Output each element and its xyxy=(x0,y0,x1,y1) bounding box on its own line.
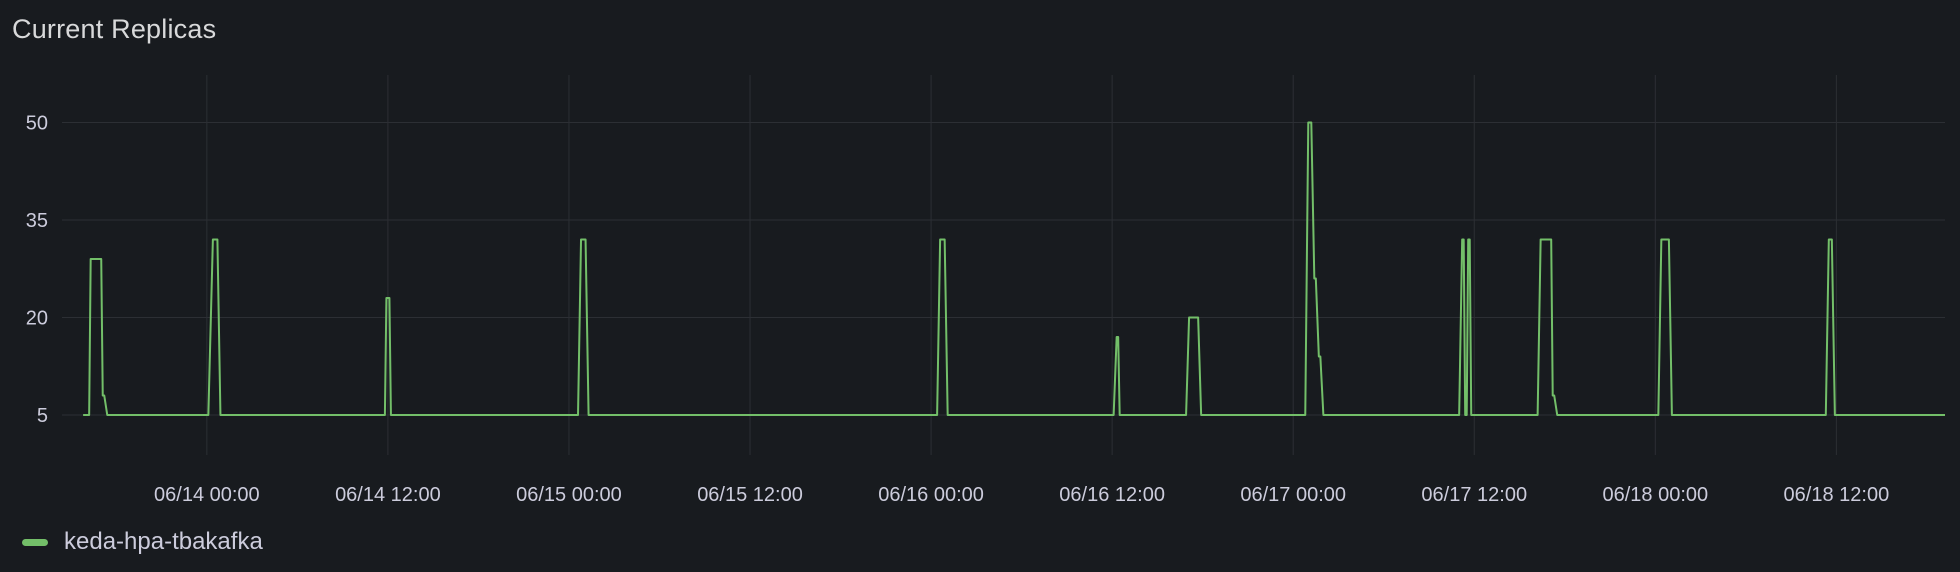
x-tick-label: 06/15 00:00 xyxy=(516,484,622,506)
legend-color-swatch xyxy=(22,538,48,546)
grid xyxy=(62,75,1945,455)
legend-label: keda-hpa-tbakafka xyxy=(64,528,263,555)
y-tick-label: 50 xyxy=(26,113,48,135)
x-tick-label: 06/16 12:00 xyxy=(1059,484,1165,506)
x-tick-label: 06/18 00:00 xyxy=(1602,484,1708,506)
x-tick-label: 06/15 12:00 xyxy=(697,484,803,506)
replicas-line-chart: 5 20 35 50 06/14 00:00 06/14 12:00 06/15 00:0… xyxy=(26,75,1945,506)
series-layer xyxy=(83,121,1945,416)
x-axis: 06/14 00:00 06/14 12:00 06/15 00:00 06/15 1… xyxy=(154,484,1889,506)
legend-item-keda-hpa-tbakafka[interactable]: keda-hpa-tbakafka xyxy=(22,528,263,556)
x-tick-label: 06/17 12:00 xyxy=(1421,484,1527,506)
y-tick-label: 5 xyxy=(37,405,48,427)
panel-title: Current Replicas xyxy=(12,14,217,44)
x-tick-label: 06/16 00:00 xyxy=(878,484,984,506)
y-axis: 5 20 35 50 xyxy=(26,113,48,428)
y-tick-label: 20 xyxy=(26,308,48,330)
x-tick-label: 06/14 12:00 xyxy=(335,484,441,506)
x-tick-label: 06/17 00:00 xyxy=(1240,484,1346,506)
y-tick-label: 35 xyxy=(26,210,48,232)
x-tick-label: 06/18 12:00 xyxy=(1784,484,1890,506)
series-line-keda-hpa-tbakafka[interactable] xyxy=(83,121,1945,416)
x-tick-label: 06/14 00:00 xyxy=(154,484,260,506)
